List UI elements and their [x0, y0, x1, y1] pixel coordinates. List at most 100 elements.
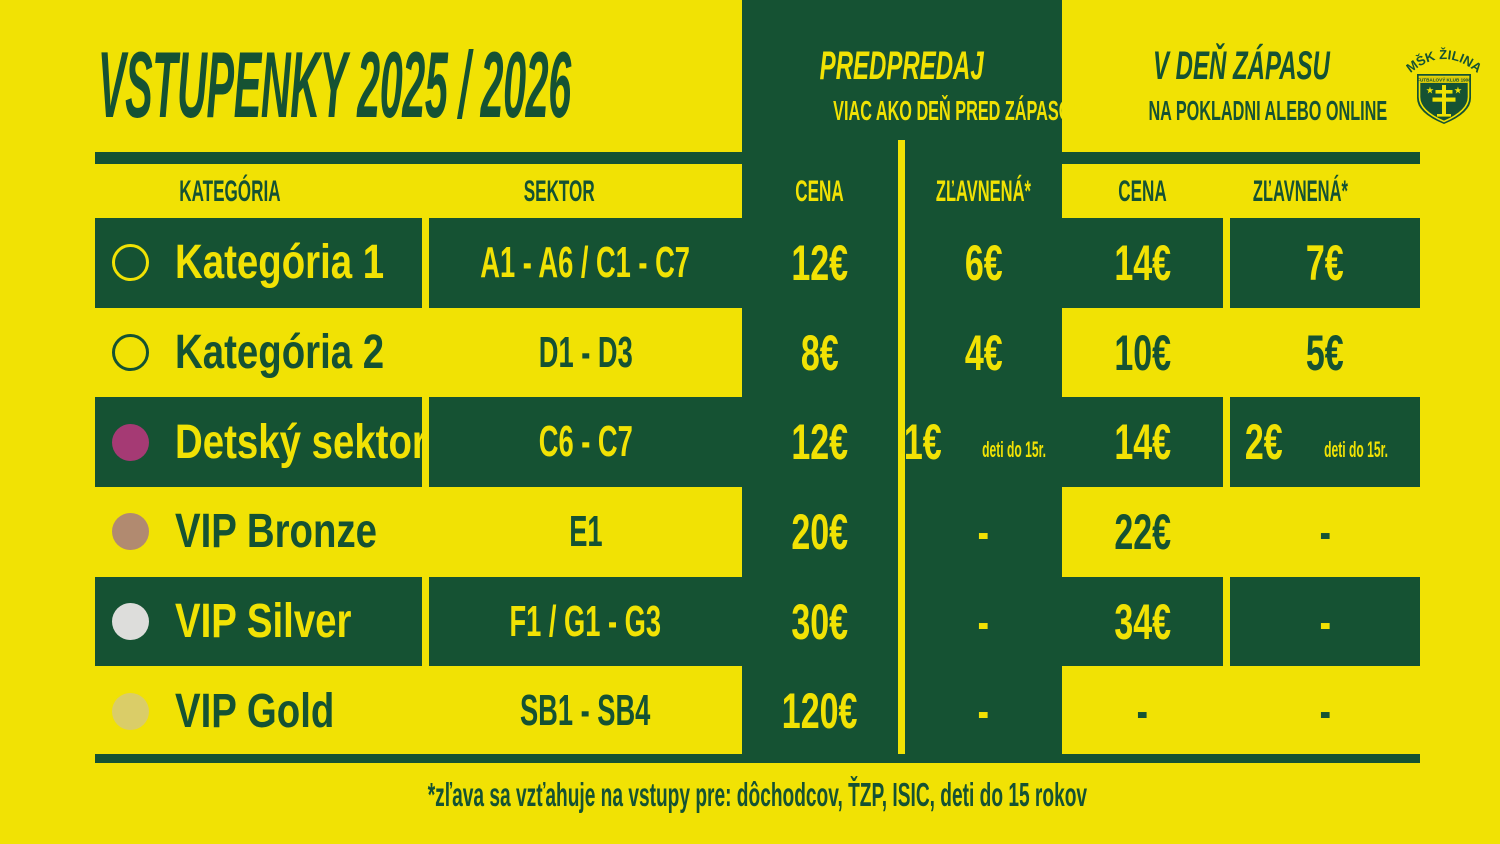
- crest-star-left: ★: [1426, 86, 1434, 95]
- column-header-matchday-discount: ZĽAVNENÁ*: [1252, 175, 1348, 208]
- category-marker-icon: [112, 513, 149, 551]
- presale-price-cell: 8€: [742, 308, 898, 398]
- category-label: Kategória 2: [175, 326, 385, 379]
- presale-discount-cell: -: [905, 487, 1062, 577]
- category-cell: VIP Silver: [95, 576, 422, 667]
- sector-label: F1 / G1 - G3: [509, 596, 662, 646]
- table-row: Kategória 1 A1 - A6 / C1 - C7 12€ 6€ 14€…: [0, 218, 1500, 308]
- matchday-discount: 5€: [1306, 324, 1344, 381]
- matchday-header: V DEŇ ZÁPASU NA POKLADNI ALEBO ONLINE: [1062, 44, 1420, 126]
- table-row: VIP Silver F1 / G1 - G3 30€ - 34€ -: [0, 576, 1500, 667]
- presale-discount-cell: 1€ deti do 15r.: [903, 397, 1062, 487]
- footer-divider-line: [95, 754, 1420, 763]
- presale-price: 8€: [801, 324, 839, 381]
- crest-double-cross: [1432, 85, 1456, 117]
- column-header-category: KATEGÓRIA: [179, 175, 281, 208]
- presale-discount: 4€: [964, 324, 1003, 381]
- presale-price: 20€: [791, 503, 849, 560]
- sector-cell: F1 / G1 - G3: [429, 576, 742, 667]
- category-label: Detský sektor: [175, 415, 427, 469]
- sector-cell: A1 - A6 / C1 - C7: [429, 218, 742, 308]
- page-title: VSTUPENKY 2025 / 2026: [98, 38, 1173, 132]
- matchday-discount: -: [1319, 593, 1331, 650]
- table-row: VIP Bronze E1 20€ - 22€ -: [0, 487, 1500, 577]
- matchday-discount-cell: -: [1230, 576, 1420, 667]
- column-header-matchday-price: CENA: [1118, 175, 1167, 208]
- matchday-discount-cell: 7€: [1230, 218, 1420, 308]
- category-marker-icon: [112, 423, 149, 461]
- category-cell: VIP Bronze: [95, 487, 422, 577]
- category-label: Kategória 1: [175, 236, 385, 290]
- presale-price-cell: 20€: [742, 487, 898, 577]
- presale-discount: 1€: [903, 414, 942, 471]
- matchday-discount: 2€: [1245, 414, 1283, 471]
- category-marker-icon: [112, 334, 149, 371]
- club-crest-logo: MŠK ŽILINA FUTBALOVÝ KLUB 1908 ★ ★: [1406, 47, 1482, 124]
- matchday-discount-note: deti do 15r.: [1323, 437, 1388, 463]
- matchday-subtitle: NA POKLADNI ALEBO ONLINE: [1148, 95, 1388, 126]
- presale-price-cell: 30€: [742, 577, 898, 667]
- presale-price: 12€: [791, 234, 849, 291]
- category-label: VIP Silver: [175, 595, 352, 649]
- matchday-price-cell: 34€: [1062, 576, 1223, 667]
- column-header-presale-price: CENA: [795, 175, 845, 208]
- matchday-price-cell: -: [1062, 666, 1223, 756]
- presale-price-cell: 120€: [742, 666, 898, 756]
- category-cell: Kategória 1: [95, 218, 422, 308]
- matchday-discount-cell: -: [1230, 666, 1420, 756]
- matchday-price: 22€: [1114, 503, 1171, 560]
- category-marker-icon: [112, 692, 149, 730]
- presale-discount-cell: 6€: [905, 218, 1062, 308]
- presale-column-divider-line: [898, 140, 905, 754]
- sector-label: C6 - C7: [538, 417, 633, 467]
- sector-cell: E1: [429, 487, 742, 577]
- presale-subtitle: VIAC AKO DEŇ PRED ZÁPASOM: [833, 95, 1085, 126]
- column-header-sector: SEKTOR: [523, 175, 595, 208]
- category-marker-icon: [112, 244, 149, 282]
- category-label: VIP Gold: [175, 684, 335, 738]
- matchday-discount-cell: 2€ deti do 15r.: [1230, 397, 1420, 488]
- matchday-price: 14€: [1114, 414, 1171, 471]
- sector-label: D1 - D3: [538, 327, 633, 377]
- club-name-arc: MŠK ŽILINA: [1406, 47, 1482, 76]
- presale-price: 30€: [791, 593, 849, 650]
- category-cell: VIP Gold: [95, 666, 422, 756]
- matchday-price: 10€: [1114, 324, 1171, 381]
- category-marker-icon: [112, 603, 149, 641]
- table-row: VIP Gold SB1 - SB4 120€ - - -: [0, 666, 1500, 756]
- matchday-price-cell: 22€: [1062, 487, 1223, 577]
- sector-cell: SB1 - SB4: [429, 666, 742, 756]
- presale-discount-cell: -: [905, 666, 1062, 756]
- matchday-price-cell: 10€: [1062, 308, 1223, 398]
- crest-ribbon: [1419, 76, 1469, 83]
- category-cell: Detský sektor: [95, 397, 427, 488]
- presale-discount: 6€: [964, 234, 1003, 291]
- sector-label: E1: [568, 506, 603, 556]
- presale-price-cell: 12€: [742, 397, 898, 487]
- page-title-text: VSTUPENKY 2025 / 2026: [98, 32, 571, 137]
- matchday-price-cell: 14€: [1062, 218, 1223, 308]
- presale-discount: -: [977, 683, 990, 740]
- presale-header: PREDPREDAJ VIAC AKO DEŇ PRED ZÁPASOM: [742, 44, 1085, 126]
- crest-star-right: ★: [1454, 86, 1462, 95]
- header-divider-line: [95, 152, 1420, 164]
- presale-price: 120€: [782, 683, 858, 740]
- presale-price-cell: 12€: [742, 218, 898, 308]
- sector-label: A1 - A6 / C1 - C7: [480, 237, 691, 287]
- matchday-discount: -: [1319, 683, 1331, 740]
- presale-discount-cell: -: [905, 577, 1062, 667]
- category-cell: Kategória 2: [95, 308, 422, 398]
- sector-label: SB1 - SB4: [520, 686, 651, 736]
- matchday-price: -: [1136, 683, 1149, 740]
- matchday-title: V DEŇ ZÁPASU: [1152, 44, 1330, 88]
- price-table-rows: Kategória 1 A1 - A6 / C1 - C7 12€ 6€ 14€…: [0, 218, 1500, 756]
- table-row: Kategória 2 D1 - D3 8€ 4€ 10€ 5€: [0, 308, 1500, 398]
- presale-discount-note: deti do 15r.: [982, 437, 1047, 463]
- column-header-presale-discount: ZĽAVNENÁ*: [935, 175, 1032, 208]
- presale-discount: -: [977, 593, 990, 650]
- category-label: VIP Bronze: [175, 505, 378, 559]
- matchday-price-cell: 14€: [1062, 397, 1223, 488]
- matchday-price: 14€: [1114, 234, 1171, 291]
- presale-discount-cell: 4€: [905, 308, 1062, 398]
